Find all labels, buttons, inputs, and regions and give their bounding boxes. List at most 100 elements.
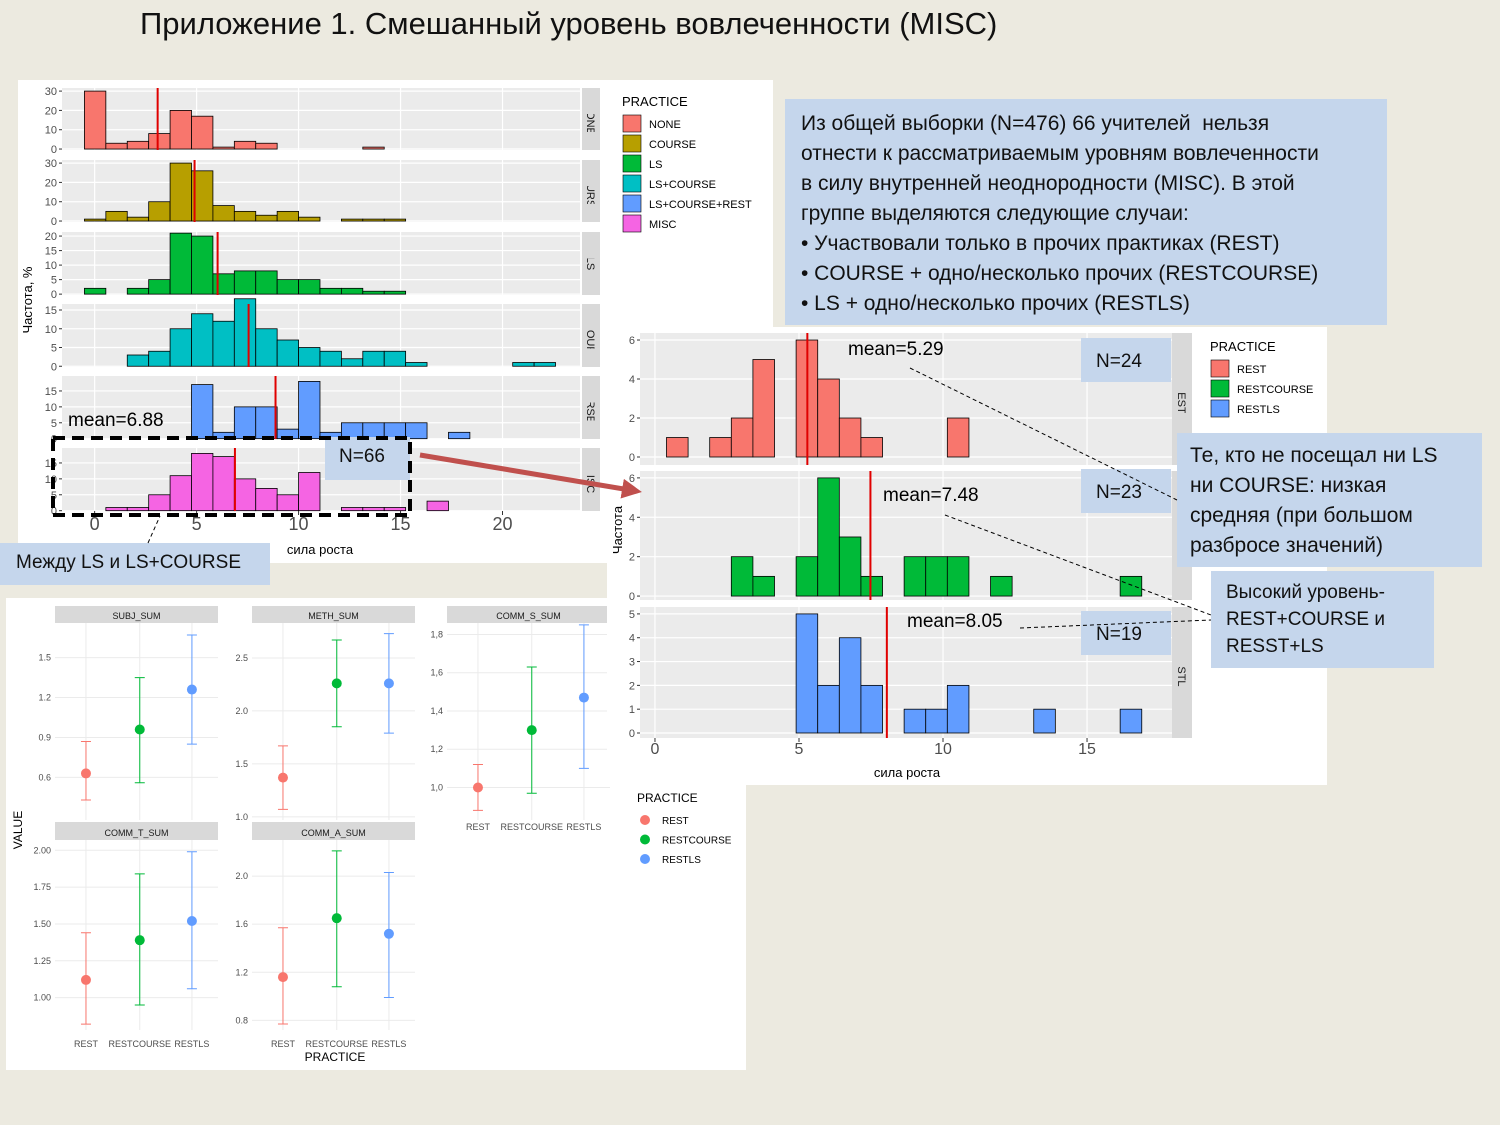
bar bbox=[126, 287, 150, 295]
bar bbox=[838, 417, 862, 458]
y-tick-label: 0.8 bbox=[235, 1015, 248, 1025]
y-tick-label: 4 bbox=[629, 374, 635, 386]
bar bbox=[233, 140, 257, 150]
text-line: • COURSE + одно/несколько прочих (RESTCO… bbox=[801, 262, 1319, 285]
y-tick-label: 0 bbox=[629, 452, 635, 464]
x-tick-label: RESTCOURSE bbox=[306, 1039, 369, 1049]
bar bbox=[903, 556, 927, 597]
facet-label: NONE bbox=[584, 103, 596, 135]
bar bbox=[169, 162, 192, 222]
bar bbox=[191, 384, 214, 440]
facet-label: COMM_T_SUM bbox=[104, 828, 168, 838]
y-tick-label: 1 bbox=[629, 704, 635, 716]
bar bbox=[233, 478, 257, 512]
bar bbox=[730, 417, 754, 458]
y-tick-label: 0.9 bbox=[38, 732, 51, 742]
y-tick-label: 5 bbox=[629, 609, 635, 621]
y-tick-label: 1.2 bbox=[235, 967, 248, 977]
bar bbox=[169, 328, 192, 367]
bar bbox=[340, 507, 364, 512]
bar bbox=[255, 142, 278, 150]
y-tick-label: 10 bbox=[45, 474, 57, 486]
legend-key bbox=[622, 154, 642, 173]
legend-key bbox=[622, 194, 642, 213]
y-tick-label: 1,8 bbox=[430, 629, 443, 639]
bar bbox=[946, 417, 970, 458]
y-tick-label: 0 bbox=[51, 506, 57, 518]
y-tick-label: 10 bbox=[45, 125, 57, 137]
misc-n-callout: N=66 bbox=[325, 437, 410, 480]
point bbox=[277, 772, 288, 783]
y-tick-label: 1.75 bbox=[33, 882, 51, 892]
text-line: REST+COURSE и bbox=[1226, 609, 1385, 630]
x-tick-label: 15 bbox=[391, 514, 411, 534]
bar bbox=[903, 708, 927, 734]
bar bbox=[838, 536, 862, 597]
mean-label: mean=7.48 bbox=[883, 485, 979, 506]
point bbox=[80, 768, 91, 779]
legend-label: REST bbox=[662, 816, 689, 827]
bar bbox=[276, 339, 299, 367]
legend-label: LS+COURSE+REST bbox=[649, 199, 752, 211]
legend-label: MISC bbox=[649, 219, 677, 231]
x-tick-label: RESTLS bbox=[174, 1039, 209, 1049]
bar bbox=[1033, 708, 1056, 734]
facet-strip bbox=[447, 606, 610, 623]
bar bbox=[709, 437, 732, 458]
bar bbox=[255, 328, 278, 367]
bar bbox=[298, 347, 321, 367]
bar bbox=[276, 428, 299, 440]
y-tick-label: 4 bbox=[629, 633, 635, 645]
facet-label: RESTLS bbox=[1175, 651, 1187, 694]
y-tick-label: 20 bbox=[45, 105, 57, 117]
point bbox=[526, 725, 537, 736]
point bbox=[186, 684, 197, 695]
legend-label: REST bbox=[1237, 364, 1267, 376]
bar bbox=[298, 381, 321, 440]
legend-label: RESTLS bbox=[1237, 404, 1280, 416]
y-tick-label: 2.5 bbox=[235, 653, 248, 663]
y-tick-label: 10 bbox=[45, 197, 57, 209]
x-axis-label: PRACTICE bbox=[305, 1050, 366, 1064]
bar bbox=[191, 115, 214, 150]
point bbox=[578, 692, 589, 703]
n-label: N=24 bbox=[1096, 351, 1142, 372]
y-tick-label: 0 bbox=[629, 591, 635, 603]
y-tick-label: 1.50 bbox=[33, 919, 51, 929]
y-tick-label: 3 bbox=[629, 657, 635, 669]
bar bbox=[383, 218, 407, 222]
text-line: средняя (при большом bbox=[1190, 504, 1413, 527]
text-line: Из общей выборки (N=476) 66 учителей нел… bbox=[801, 112, 1270, 135]
bar bbox=[1119, 575, 1143, 597]
bar bbox=[255, 270, 278, 295]
n-label: N=19 bbox=[1096, 624, 1142, 645]
x-tick-label: 0 bbox=[90, 514, 100, 534]
bar bbox=[255, 406, 278, 440]
y-tick-label: 0 bbox=[51, 144, 57, 156]
y-tick-label: 2.00 bbox=[33, 845, 51, 855]
x-tick-label: 5 bbox=[795, 741, 804, 758]
y-tick-label: 30 bbox=[45, 86, 57, 98]
bar bbox=[191, 170, 214, 222]
bar bbox=[817, 684, 840, 734]
bar bbox=[795, 613, 819, 734]
x-tick-label: 20 bbox=[492, 514, 512, 534]
bar bbox=[362, 146, 385, 150]
text-line: Те, кто не посещал ни LS bbox=[1190, 444, 1438, 467]
bar bbox=[362, 350, 385, 367]
x-tick-label: RESTLS bbox=[371, 1039, 406, 1049]
bar bbox=[191, 453, 214, 512]
legend-key bbox=[1210, 359, 1230, 378]
mean-label: mean=8.05 bbox=[907, 611, 1003, 632]
bar bbox=[817, 477, 840, 597]
legend-key bbox=[622, 214, 642, 233]
point bbox=[383, 928, 394, 939]
facet-strip bbox=[582, 160, 600, 222]
bar bbox=[84, 90, 107, 150]
plot-background bbox=[55, 623, 218, 820]
legend-label: COURSE bbox=[649, 139, 696, 151]
plot-background bbox=[447, 623, 610, 820]
y-tick-label: 1.00 bbox=[33, 993, 51, 1003]
facet-strip bbox=[582, 88, 600, 150]
bar bbox=[860, 437, 883, 458]
